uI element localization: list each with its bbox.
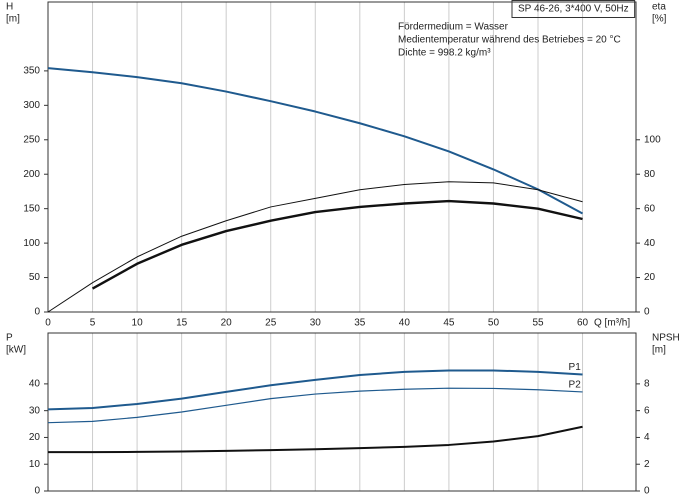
y-tick-label: 200 [23, 169, 40, 180]
y-axis-unit: [m] [6, 14, 20, 25]
curve-label: P1 [569, 362, 582, 373]
curve [48, 425, 583, 454]
x-axis-label: Q [m³/h] [594, 318, 630, 329]
y-tick-label: 0 [34, 486, 40, 497]
y2-axis-unit: [m] [652, 345, 666, 356]
y2-axis-unit: [%] [652, 14, 667, 25]
annotation: Medientemperatur während des Betriebes =… [398, 35, 621, 46]
y2-tick-label: 4 [644, 432, 650, 443]
title-box [511, 0, 636, 18]
curve [47, 67, 584, 215]
y-tick-label: 30 [29, 405, 41, 416]
curve [47, 387, 583, 424]
y-axis-label: P [6, 333, 13, 344]
y2-tick-label: 0 [644, 307, 650, 318]
x-tick-label: 35 [354, 318, 366, 329]
plot-frame [47, 332, 637, 492]
x-tick-label: 15 [176, 318, 188, 329]
y-tick-label: 100 [23, 238, 40, 249]
y-tick-label: 40 [29, 379, 41, 390]
y-tick-label: 50 [29, 272, 41, 283]
y-tick-label: 150 [23, 203, 40, 214]
y-tick-label: 300 [23, 100, 40, 111]
y-tick-label: 0 [34, 307, 40, 318]
curve [47, 181, 583, 313]
annotation: Fördermedium = Wasser [398, 22, 509, 33]
y2-tick-label: 100 [644, 134, 661, 145]
y-tick-label: 20 [29, 432, 41, 443]
y-tick-label: 250 [23, 134, 40, 145]
y2-tick-label: 2 [644, 459, 650, 470]
y-tick-label: 10 [29, 459, 41, 470]
x-tick-label: 50 [488, 318, 500, 329]
y2-tick-label: 0 [644, 486, 650, 497]
x-tick-label: 30 [310, 318, 322, 329]
x-tick-label: 10 [132, 318, 144, 329]
x-tick-label: 45 [443, 318, 455, 329]
x-tick-label: 25 [265, 318, 277, 329]
y2-tick-label: 40 [644, 238, 656, 249]
y2-tick-label: 20 [644, 272, 656, 283]
x-tick-label: 5 [90, 318, 96, 329]
plot-frame [47, 1, 637, 313]
y2-tick-label: 60 [644, 203, 656, 214]
annotation: Dichte = 998.2 kg/m³ [398, 48, 491, 59]
x-tick-label: 0 [45, 318, 51, 329]
x-tick-label: 55 [532, 318, 544, 329]
y2-tick-label: 8 [644, 379, 650, 390]
chart-title: SP 46-26, 3*400 V, 50Hz [518, 4, 629, 15]
curve [91, 199, 583, 290]
y-axis-label: H [6, 2, 13, 13]
y2-tick-label: 6 [644, 405, 650, 416]
y2-axis-label: NPSH [652, 333, 680, 344]
x-tick-label: 20 [221, 318, 233, 329]
y2-tick-label: 80 [644, 169, 656, 180]
curve [47, 369, 583, 411]
curve-label: P2 [569, 380, 582, 391]
y-tick-label: 350 [23, 66, 40, 77]
x-tick-label: 40 [399, 318, 411, 329]
y-axis-unit: [kW] [6, 345, 26, 356]
x-tick-label: 60 [577, 318, 589, 329]
y2-axis-label: eta [652, 2, 666, 13]
